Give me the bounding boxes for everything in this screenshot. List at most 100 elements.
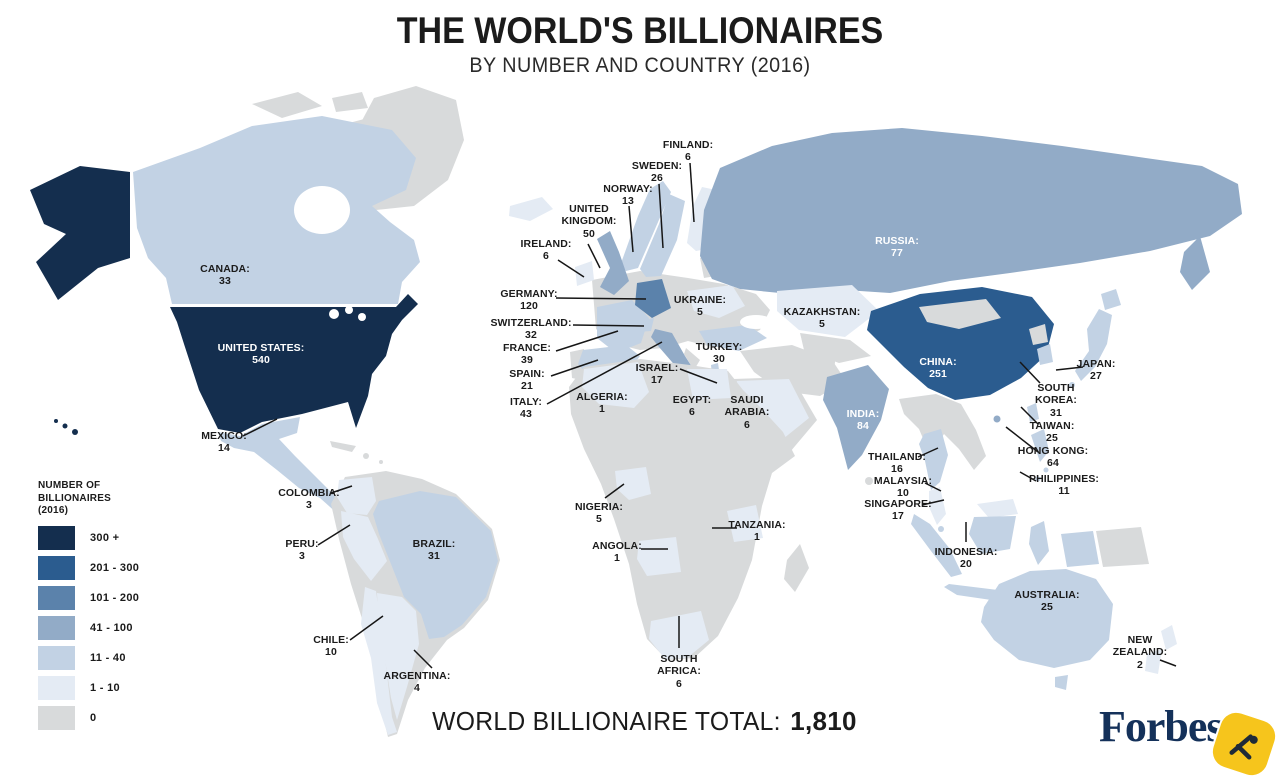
country-name: TANZANIA: <box>728 519 786 531</box>
map-indochina-base <box>899 394 986 470</box>
map-papua-new-guinea <box>1096 527 1149 567</box>
country-value: 27 <box>1090 370 1102 383</box>
legend-label: 101 - 200 <box>90 591 140 604</box>
map-south-korea <box>1037 344 1053 365</box>
legend-item: 300 + <box>38 525 139 550</box>
world-total-label: WORLD BILLIONAIRE TOTAL: <box>432 706 782 736</box>
country-value: 25 <box>1041 601 1053 614</box>
country-value: 39 <box>521 354 533 367</box>
country-value: 50 <box>583 227 595 240</box>
map-india <box>823 365 889 470</box>
map-ukraine <box>687 285 745 318</box>
map-alaska <box>30 166 130 300</box>
map-hudson-bay <box>294 186 350 234</box>
legend: NUMBER OF BILLIONAIRES (2016) 300 + 201 -… <box>38 480 139 736</box>
map-new-zealand <box>1145 625 1177 674</box>
country-label-new-zealand: NEW ZEALAND: 2 <box>1113 634 1167 671</box>
map-africa-base <box>569 359 795 660</box>
country-label-australia: AUSTRALIA: 25 <box>1014 589 1079 614</box>
map-hong-kong <box>993 415 1001 423</box>
country-label-thailand: THAILAND: 16 <box>868 451 926 476</box>
country-name: ANGOLA: <box>592 540 642 552</box>
legend-label: 300 + <box>90 531 120 544</box>
map-central-asia <box>800 333 871 363</box>
country-name: CHINA: <box>919 356 957 368</box>
brand: Forbes <box>1099 690 1280 779</box>
country-name: ISRAEL: <box>635 362 679 374</box>
country-value: 17 <box>892 510 904 523</box>
country-label-saudi-arabia: SAUDI ARABIA: 6 <box>724 394 769 431</box>
country-name: SPAIN: <box>509 368 545 380</box>
legend-items: 300 + 201 - 300 101 - 200 41 - 100 11 - 40 1 … <box>38 525 140 730</box>
legend-swatch <box>38 675 75 700</box>
country-label-south-africa: SOUTH AFRICA: 6 <box>657 653 701 690</box>
world-total-value: 1,810 <box>790 706 857 736</box>
country-value: 2 <box>1137 658 1143 671</box>
country-name: ARGENTINA: <box>383 670 451 682</box>
country-value: 5 <box>697 306 703 319</box>
country-value: 1 <box>614 552 620 565</box>
map-sri-lanka <box>865 477 873 485</box>
legend-item: 11 - 40 <box>38 645 139 670</box>
country-name: KAZAKHSTAN: <box>783 306 861 318</box>
country-name: NIGERIA: <box>574 501 624 513</box>
country-name: FRANCE: <box>503 342 551 354</box>
map-switzerland <box>635 318 654 332</box>
map-australia <box>981 569 1113 690</box>
country-value: 64 <box>1047 457 1059 470</box>
country-name: PERU: <box>285 538 319 550</box>
legend-item: 41 - 100 <box>38 615 139 640</box>
map-canada <box>133 116 420 304</box>
country-value: 251 <box>929 368 947 381</box>
map-kazakhstan <box>777 285 879 337</box>
map-peru <box>341 511 387 581</box>
map-great-lakes <box>358 313 366 321</box>
country-value: 10 <box>897 487 909 500</box>
country-value: 3 <box>306 499 312 512</box>
country-value: 25 <box>1046 432 1058 445</box>
map-indonesia <box>911 514 1099 603</box>
country-label-angola: ANGOLA: 1 <box>592 540 642 565</box>
map-caribbean <box>363 453 369 459</box>
country-value: 20 <box>960 558 972 571</box>
map-tanzania <box>727 505 763 542</box>
country-name: UNITED STATES: <box>217 342 305 354</box>
map-hawaii <box>62 423 68 429</box>
country-label-peru: PERU: 3 <box>285 538 318 563</box>
map-russia <box>700 128 1242 293</box>
country-label-south-korea: SOUTH KOREA: 31 <box>1035 382 1077 419</box>
map-thailand <box>919 429 948 490</box>
country-name: NEW ZEALAND: <box>1112 634 1168 659</box>
legend-label: 0 <box>90 711 97 724</box>
country-value: 6 <box>543 250 549 263</box>
country-value: 14 <box>218 442 230 455</box>
legend-item: 0 <box>38 705 139 730</box>
country-value: 5 <box>596 513 602 526</box>
map-turkey <box>699 325 767 351</box>
legend-label: 1 - 10 <box>90 681 120 694</box>
country-value: 5 <box>819 318 825 331</box>
map-pakistan-afghanistan <box>794 354 836 395</box>
country-name: MALAYSIA: <box>873 475 933 487</box>
map-north-korea <box>1029 324 1048 345</box>
legend-item: 201 - 300 <box>38 555 140 580</box>
legend-swatch <box>38 615 75 640</box>
country-label-ireland: IRELAND: 6 <box>521 238 572 263</box>
country-name: SWITZERLAND: <box>490 317 572 329</box>
country-label-tanzania: TANZANIA: 1 <box>728 519 785 544</box>
legend-item: 1 - 10 <box>38 675 139 700</box>
country-label-colombia: COLOMBIA: 3 <box>278 487 340 512</box>
legend-label: 201 - 300 <box>90 561 140 574</box>
country-name: PHILIPPINES: <box>1028 473 1100 485</box>
country-value: 6 <box>676 677 682 690</box>
country-name: FINLAND: <box>662 139 714 151</box>
country-value: 13 <box>622 195 634 208</box>
country-name: TURKEY: <box>695 341 743 353</box>
map-madagascar <box>784 544 809 592</box>
country-label-china: CHINA: 251 <box>919 356 956 381</box>
country-label-sweden: SWEDEN: 26 <box>632 160 682 185</box>
country-name: IRELAND: <box>520 238 572 250</box>
map-great-lakes <box>329 309 339 319</box>
map-hawaii <box>54 419 58 423</box>
